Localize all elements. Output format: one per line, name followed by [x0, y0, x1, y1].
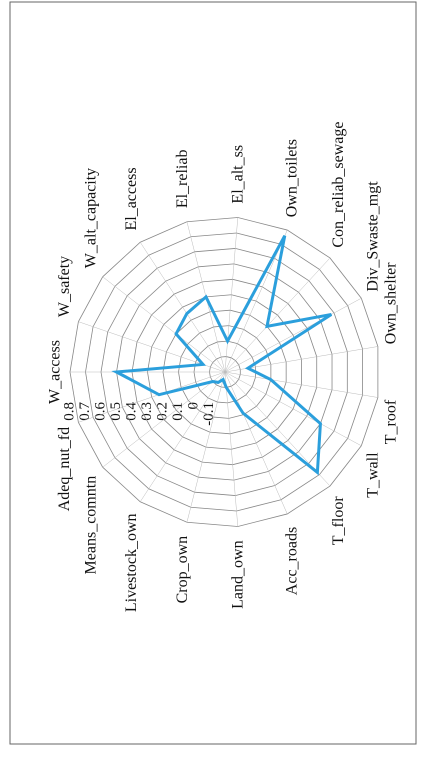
grid-ring: [85, 232, 363, 512]
category-label: Con_reliab_sewage: [330, 121, 347, 247]
tick-label: 0.2: [154, 402, 170, 421]
category-label: W_alt_capacity: [82, 168, 99, 268]
grid-ring: [131, 278, 318, 466]
spoke: [102, 371, 226, 468]
spoke: [78, 371, 226, 423]
tick-label: 0.8: [61, 402, 77, 421]
series-line: [111, 235, 333, 476]
category-label: T_floor: [330, 496, 347, 546]
spoke: [224, 217, 239, 373]
category-label: W_access: [47, 340, 64, 404]
category-label: Means_comntn: [82, 476, 99, 575]
category-label: Adeq_nut_fd: [56, 427, 73, 511]
category-label: El_alt_ss: [230, 145, 247, 204]
spoke: [140, 371, 226, 502]
grid-ring: [147, 294, 302, 450]
spoke: [224, 257, 331, 373]
category-label: Crop_own: [174, 536, 191, 604]
category-label: Own_toilets: [284, 139, 301, 217]
category-label: T_roof: [382, 399, 399, 444]
category-label: El_reliab: [174, 150, 191, 209]
frame: [9, 1, 417, 745]
spoke: [224, 229, 288, 373]
category-label: Own_shelter: [382, 262, 399, 344]
tick-label: 0.7: [77, 402, 93, 421]
grid-ring: [209, 356, 241, 388]
tick-label: 0.5: [108, 402, 124, 421]
category-label: W_safety: [56, 256, 73, 317]
spoke: [102, 276, 226, 373]
spoke: [140, 242, 226, 373]
spoke: [186, 371, 226, 523]
grid-ring: [116, 263, 333, 481]
category-label: T_wall: [364, 452, 381, 498]
category-label: El_access: [123, 167, 140, 230]
category-label: Div_Swaste_mgt: [364, 181, 381, 292]
tick-label: 0.6: [92, 402, 108, 421]
category-label: Livestock_own: [123, 513, 140, 612]
grid-ring: [162, 309, 287, 435]
grid-ring: [178, 325, 272, 419]
spoke: [224, 371, 362, 446]
spoke: [224, 371, 239, 527]
grid-ring: [100, 248, 348, 496]
spoke: [224, 371, 288, 515]
tick-label: 0.4: [123, 402, 139, 421]
tick-label: 0.3: [139, 402, 155, 421]
spoke: [224, 371, 378, 398]
spoke: [224, 298, 362, 373]
category-label: Acc_roads: [284, 527, 301, 595]
category-label: Land_own: [230, 540, 247, 608]
grid-ring: [69, 217, 379, 527]
